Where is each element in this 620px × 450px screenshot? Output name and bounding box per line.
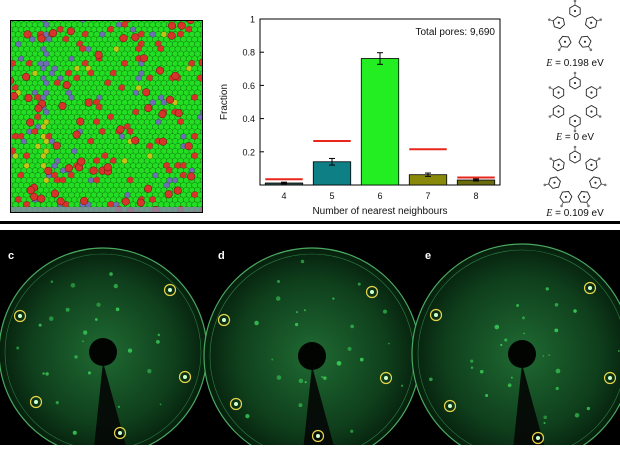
y-tick-label: 1	[250, 15, 255, 25]
lattice-cells	[10, 20, 203, 213]
pore-structure-2	[549, 72, 602, 133]
y-axis-ticks: 0.2 0.4 0.6 0.8 1	[242, 15, 264, 158]
panel-label-d: d	[218, 250, 225, 262]
electron-gun	[508, 340, 536, 368]
leed-panel-e	[412, 244, 620, 445]
lattice-simulation-image	[10, 20, 203, 213]
y-axis-label: Fraction	[219, 84, 230, 120]
panel-label-c: c	[8, 250, 14, 262]
neighbour-fraction-chart: 0.2 0.4 0.6 0.8 1 4 5 6 7 8 Total pores: 9,690 N…	[215, 8, 515, 220]
panel-label-e: e	[425, 250, 431, 262]
pore-energy-2: E = 0 eV	[530, 132, 620, 143]
x-tick-label: 4	[281, 191, 286, 201]
total-pores-annotation: Total pores: 9,690	[416, 27, 496, 38]
section-divider	[0, 221, 620, 224]
leed-patterns: c d e	[0, 230, 620, 445]
x-tick-label: 6	[377, 191, 382, 201]
x-tick-label: 8	[473, 191, 478, 201]
pore-structures	[530, 0, 620, 220]
electron-gun	[298, 342, 326, 370]
electron-gun	[89, 338, 117, 366]
y-tick-label: 0.6	[242, 81, 255, 91]
leed-panel-d	[204, 248, 420, 445]
y-tick-label: 0.4	[242, 114, 255, 124]
pore-structure-1	[548, 0, 602, 51]
leed-pattern-image	[0, 230, 620, 445]
x-tick-label: 5	[329, 191, 334, 201]
y-tick-label: 0.8	[242, 48, 255, 58]
x-tick-label: 7	[425, 191, 430, 201]
pore-energy-1: E = 0.198 eV	[530, 58, 620, 69]
y-tick-label: 0.2	[242, 147, 255, 157]
bar-6	[361, 59, 398, 185]
x-axis-label: Number of nearest neighbours	[312, 206, 447, 217]
bars	[265, 59, 494, 185]
x-axis-ticks: 4 5 6 7 8	[281, 191, 478, 201]
leed-panel-c	[0, 248, 207, 445]
pore-structure-3	[543, 146, 606, 208]
pore-energy-3: E = 0.109 eV	[530, 208, 620, 219]
